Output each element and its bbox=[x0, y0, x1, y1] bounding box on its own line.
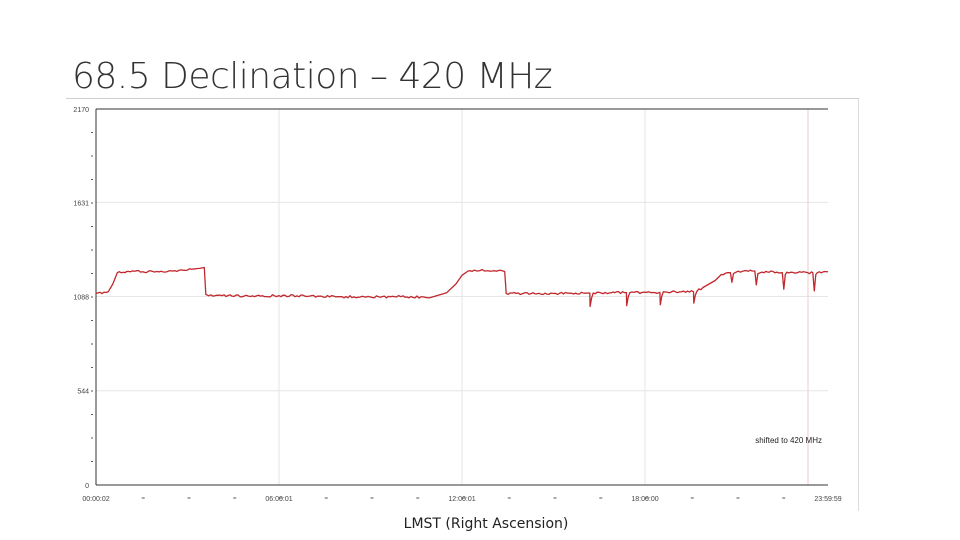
x-tick-label: 06:00:01 bbox=[265, 496, 292, 503]
y-tick-label: 1088 bbox=[73, 294, 89, 301]
y-tick-label: 0 bbox=[85, 483, 89, 490]
signal-series-line bbox=[95, 266, 829, 308]
grid-layer bbox=[96, 109, 828, 485]
x-tick-label: 23:59:59 bbox=[814, 496, 841, 503]
y-tick-label: 1631 bbox=[73, 200, 89, 207]
x-tick-label: 00:00:02 bbox=[82, 496, 109, 503]
axis-layer bbox=[91, 108, 828, 499]
series-layer bbox=[95, 266, 829, 308]
tick-label-layer: 0 544 1088 1631 2170 00:00:02 06:00:01 12:00:01… bbox=[73, 107, 841, 503]
x-tick-label: 12:00:01 bbox=[448, 496, 475, 503]
y-tick-label: 544 bbox=[77, 389, 89, 396]
y-tick-label: 2170 bbox=[73, 107, 89, 114]
chart-frame: 0 544 1088 1631 2170 00:00:02 06:00:01 12:00:01… bbox=[66, 98, 859, 511]
signal-chart: 0 544 1088 1631 2170 00:00:02 06:00:01 12:00:01… bbox=[73, 107, 841, 503]
x-axis-caption: LMST (Right Ascension) bbox=[403, 516, 569, 532]
x-tick-label: 18:00:00 bbox=[631, 496, 658, 503]
annotation-label: shifted to 420 MHz bbox=[755, 436, 822, 445]
slide-title: 68.5 Declination – 420 MHz bbox=[72, 56, 553, 97]
